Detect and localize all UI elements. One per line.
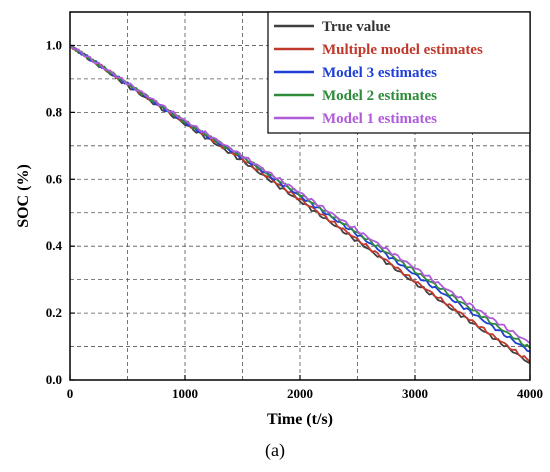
legend-label: Multiple model estimates — [322, 42, 483, 58]
y-tick-label: 0.2 — [46, 305, 62, 320]
series-line-4 — [69, 44, 531, 349]
soc-line-chart: 0 1000 2000 3000 4000 0.0 0.2 0.4 0.6 0.8 1.0 Time… — [15, 11, 543, 428]
figure-caption: (a) — [265, 440, 285, 460]
y-tick-label: 0.8 — [46, 104, 63, 119]
legend-label: Model 2 estimates — [322, 88, 437, 104]
series-line-5 — [69, 44, 531, 344]
y-tick-label: 0.4 — [46, 238, 63, 253]
legend-label: True value — [322, 19, 391, 35]
legend-label: Model 1 estimates — [322, 111, 437, 127]
x-tick-label: 3000 — [402, 386, 428, 401]
legend: True value Multiple model estimates Model … — [267, 11, 531, 134]
x-tick-label: 1000 — [172, 386, 198, 401]
axis-ticks: 0 1000 2000 3000 4000 0.0 0.2 0.4 0.6 0.8 1.0 — [46, 37, 543, 401]
x-tick-label: 4000 — [517, 386, 543, 401]
y-tick-label: 0.6 — [46, 171, 63, 186]
y-tick-label: 1.0 — [46, 37, 62, 52]
series-lines — [69, 44, 531, 365]
y-axis-title: SOC (%) — [15, 164, 32, 228]
x-axis-title: Time (t/s) — [267, 411, 333, 428]
x-tick-label: 2000 — [287, 386, 313, 401]
y-tick-label: 0.0 — [46, 372, 62, 387]
x-tick-label: 0 — [67, 386, 74, 401]
legend-label: Model 3 estimates — [322, 65, 437, 81]
